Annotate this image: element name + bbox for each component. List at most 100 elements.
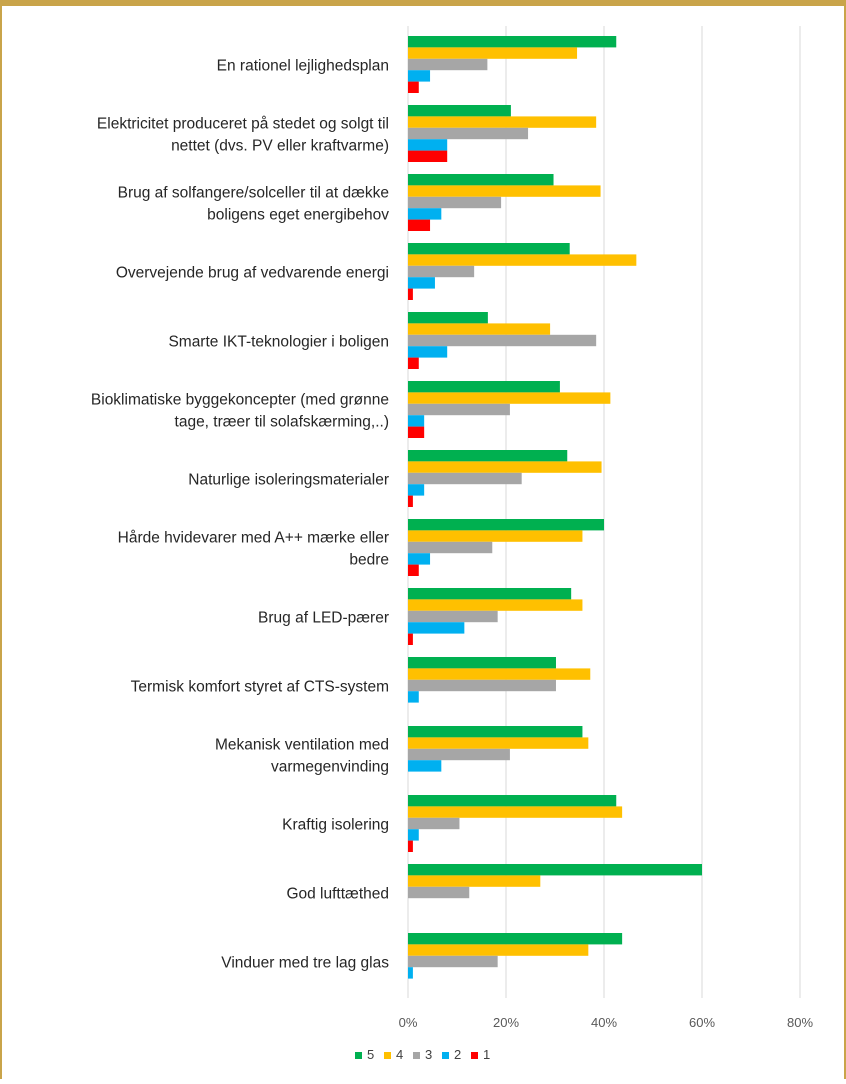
bar-2 xyxy=(408,622,465,634)
bar-4 xyxy=(408,944,589,956)
bar-4 xyxy=(408,599,583,611)
frame-right-border xyxy=(844,0,846,1079)
bar-2 xyxy=(408,829,419,841)
bar-3 xyxy=(408,817,460,830)
bar-5 xyxy=(408,450,568,462)
bar-3 xyxy=(408,58,488,71)
bar-1 xyxy=(408,219,431,231)
legend-swatch-4 xyxy=(384,1052,391,1059)
bar-2 xyxy=(408,346,448,358)
bar-5 xyxy=(408,588,572,600)
category-labels: En rationel lejlighedsplan Elektricitet p… xyxy=(91,58,389,972)
bar-5 xyxy=(408,657,556,669)
x-tick-label: 0% xyxy=(399,1015,418,1030)
bar-1 xyxy=(408,81,419,93)
bar-4 xyxy=(408,323,551,335)
bar-3 xyxy=(408,886,470,899)
bar-2 xyxy=(408,967,413,979)
bar-1 xyxy=(408,288,413,300)
bar-2 xyxy=(408,415,425,427)
bar-4 xyxy=(408,461,602,473)
category-label: bedre xyxy=(349,552,389,569)
x-tick-label: 20% xyxy=(493,1015,519,1030)
x-tick-label: 60% xyxy=(689,1015,715,1030)
category-label: Elektricitet produceret på stedet og sol… xyxy=(97,116,389,133)
frame-left-border xyxy=(0,0,2,1079)
category-label: Termisk komfort styret af CTS-system xyxy=(131,679,389,696)
bar-3 xyxy=(408,196,502,209)
bar-4 xyxy=(408,806,623,818)
bar-2 xyxy=(408,139,448,151)
legend-swatch-1 xyxy=(471,1052,478,1059)
bar-1 xyxy=(408,495,413,507)
bar-1 xyxy=(408,150,448,162)
bar-5 xyxy=(408,36,617,48)
bar-2 xyxy=(408,553,431,565)
bar-2 xyxy=(408,691,419,703)
category-label: nettet (dvs. PV eller kraftvarme) xyxy=(171,138,389,155)
bar-1 xyxy=(408,357,419,369)
bar-4 xyxy=(408,392,611,404)
category-label: Kraftig isolering xyxy=(282,817,389,834)
category-label: Naturlige isoleringsmaterialer xyxy=(188,472,389,489)
bar-5 xyxy=(408,864,702,876)
bar-2 xyxy=(408,208,442,220)
category-label: varmegenvinding xyxy=(271,759,389,776)
x-tick-labels: 0% 20% 40% 60% 80% xyxy=(399,1015,814,1030)
category-label: Overvejende brug af vedvarende energi xyxy=(116,265,389,282)
x-tick-label: 40% xyxy=(591,1015,617,1030)
legend-label: 1 xyxy=(483,1047,490,1062)
category-label: Bioklimatiske byggekoncepter (med grønne xyxy=(91,392,389,409)
bar-5 xyxy=(408,105,511,117)
legend-swatch-2 xyxy=(442,1052,449,1059)
bar-5 xyxy=(408,312,488,324)
legend-label: 3 xyxy=(425,1047,432,1062)
category-label: God lufttæthed xyxy=(286,886,389,903)
bar-5 xyxy=(408,519,604,531)
category-label: Hårde hvidevarer med A++ mærke eller xyxy=(118,530,389,547)
bar-1 xyxy=(408,840,413,852)
bar-3 xyxy=(408,127,529,140)
bar-3 xyxy=(408,955,498,968)
category-label: tage, træer til solafskærming,..) xyxy=(175,414,389,431)
legend: 5 4 3 2 1 xyxy=(355,1047,490,1062)
bar-4 xyxy=(408,47,578,59)
legend-swatch-5 xyxy=(355,1052,362,1059)
gridlines xyxy=(407,26,801,998)
bar-3 xyxy=(408,610,498,623)
legend-label: 4 xyxy=(396,1047,403,1062)
legend-swatch-3 xyxy=(413,1052,420,1059)
bar-3 xyxy=(408,472,522,485)
bar-3 xyxy=(408,265,475,278)
bar-4 xyxy=(408,737,589,749)
bar-2 xyxy=(408,484,425,496)
bar-3 xyxy=(408,679,556,692)
legend-label: 5 xyxy=(367,1047,374,1062)
bar-4 xyxy=(408,185,601,197)
bar-1 xyxy=(408,426,425,438)
bar-5 xyxy=(408,174,554,186)
category-label: boligens eget energibehov xyxy=(207,207,389,224)
bar-4 xyxy=(408,530,583,542)
bar-1 xyxy=(408,633,413,645)
category-label: Brug af solfangere/solceller til at dækk… xyxy=(118,185,389,202)
bar-5 xyxy=(408,795,617,807)
bar-2 xyxy=(408,277,435,289)
bar-4 xyxy=(408,668,591,680)
bars xyxy=(408,36,702,979)
category-label: Brug af LED-pærer xyxy=(258,610,389,627)
bar-1 xyxy=(408,564,419,576)
bar-5 xyxy=(408,933,623,945)
category-label: En rationel lejlighedsplan xyxy=(217,58,389,75)
bar-5 xyxy=(408,243,570,255)
x-tick-label: 80% xyxy=(787,1015,813,1030)
bar-4 xyxy=(408,875,541,887)
bar-3 xyxy=(408,403,510,416)
bar-5 xyxy=(408,726,583,738)
bar-4 xyxy=(408,116,597,128)
bar-5 xyxy=(408,381,560,393)
category-label: Mekanisk ventilation med xyxy=(215,737,389,754)
bar-4 xyxy=(408,254,637,266)
